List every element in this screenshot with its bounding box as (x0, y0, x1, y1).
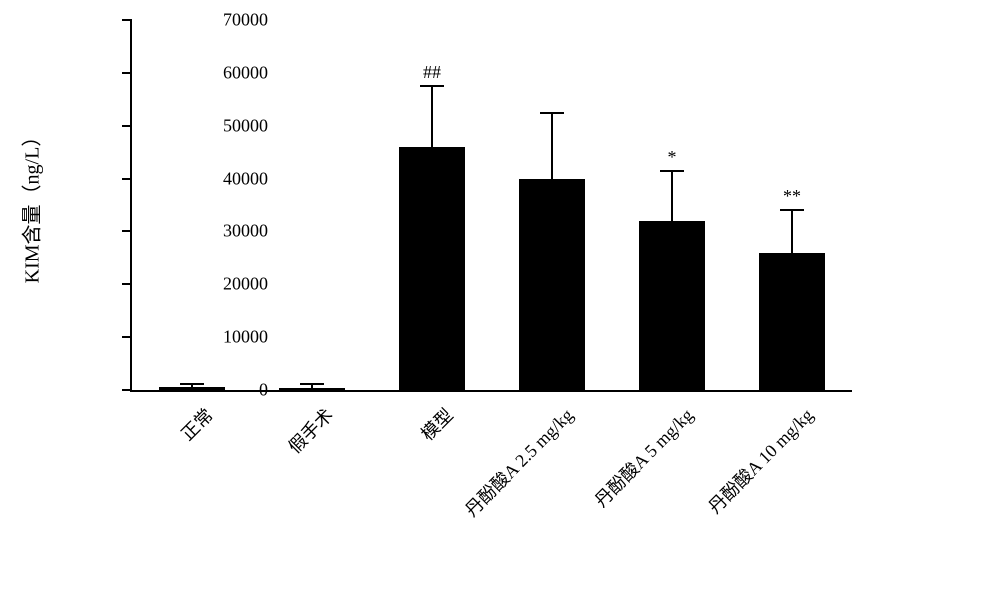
error-cap (180, 383, 203, 385)
bar (159, 387, 225, 390)
sig-label: * (668, 147, 677, 168)
bar (279, 388, 345, 390)
y-tick (122, 230, 132, 232)
bar (399, 147, 465, 390)
y-tick-label: 30000 (223, 221, 268, 242)
error-bar (431, 86, 433, 147)
error-bar (551, 113, 553, 179)
y-tick (122, 389, 132, 391)
bar-chart: KIM含量（ng/L） ##*** 0100002000030000400005… (0, 0, 1000, 595)
y-tick (122, 72, 132, 74)
y-tick-label: 10000 (223, 327, 268, 348)
y-tick-label: 50000 (223, 115, 268, 136)
y-tick-label: 70000 (223, 10, 268, 31)
y-tick-label: 20000 (223, 274, 268, 295)
y-tick (122, 283, 132, 285)
error-cap (780, 209, 803, 211)
y-tick-label: 0 (259, 380, 268, 401)
y-tick-label: 60000 (223, 62, 268, 83)
error-cap (420, 85, 443, 87)
error-bar (671, 171, 673, 221)
y-axis-label: KIM含量（ng/L） (16, 127, 45, 284)
error-cap (540, 112, 563, 114)
bar (639, 221, 705, 390)
error-cap (660, 170, 683, 172)
error-cap (300, 383, 323, 385)
sig-label: ** (783, 186, 801, 207)
y-tick (122, 336, 132, 338)
bar (759, 253, 825, 390)
bar (519, 179, 585, 390)
y-tick (122, 178, 132, 180)
error-bar (791, 210, 793, 252)
sig-label: ## (423, 62, 441, 83)
y-tick (122, 19, 132, 21)
y-tick (122, 125, 132, 127)
y-tick-label: 40000 (223, 168, 268, 189)
